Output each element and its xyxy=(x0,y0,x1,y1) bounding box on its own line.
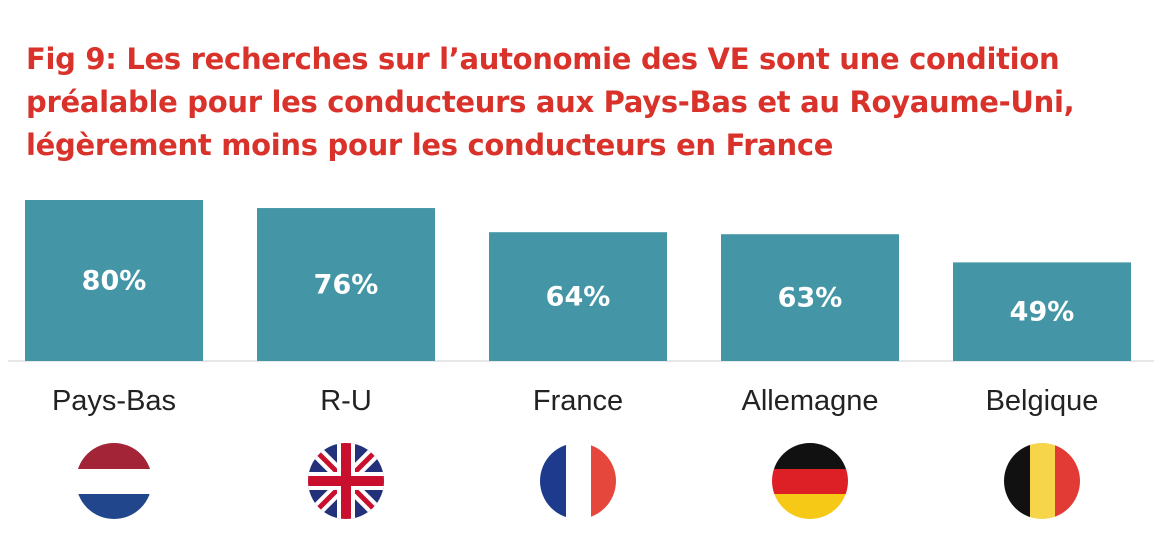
category-labels-group: Pays-Bas R-U France Allemagne Belgique xyxy=(52,385,1098,417)
germany-flag-icon xyxy=(772,443,848,519)
category-label: France xyxy=(533,385,623,417)
belgium-flag-icon xyxy=(1004,443,1080,519)
bar-france xyxy=(489,232,667,361)
france-flag-icon xyxy=(540,443,616,519)
netherlands-flag-icon xyxy=(76,443,152,519)
bars-group xyxy=(25,200,1131,361)
flags-group xyxy=(76,443,1080,519)
uk-flag-icon xyxy=(308,443,384,519)
bar-value-label: 80% xyxy=(82,266,147,297)
data-labels-group: 80% 76% 64% 63% 49% xyxy=(82,266,1075,328)
bar-value-label: 64% xyxy=(546,282,611,313)
category-label: Allemagne xyxy=(741,385,878,417)
bar-pays-bas xyxy=(25,200,203,361)
bar-r-u xyxy=(257,208,435,361)
bar-belgique xyxy=(953,262,1131,361)
bar-allemagne xyxy=(721,234,899,361)
chart-title: Fig 9: Les recherches sur l’autonomie de… xyxy=(26,42,1075,162)
bar-value-label: 63% xyxy=(778,283,843,314)
bar-value-label: 76% xyxy=(314,270,379,301)
bar-value-label: 49% xyxy=(1010,297,1075,328)
category-label: Pays-Bas xyxy=(52,385,176,417)
category-label: R-U xyxy=(320,385,372,417)
category-label: Belgique xyxy=(986,385,1099,417)
